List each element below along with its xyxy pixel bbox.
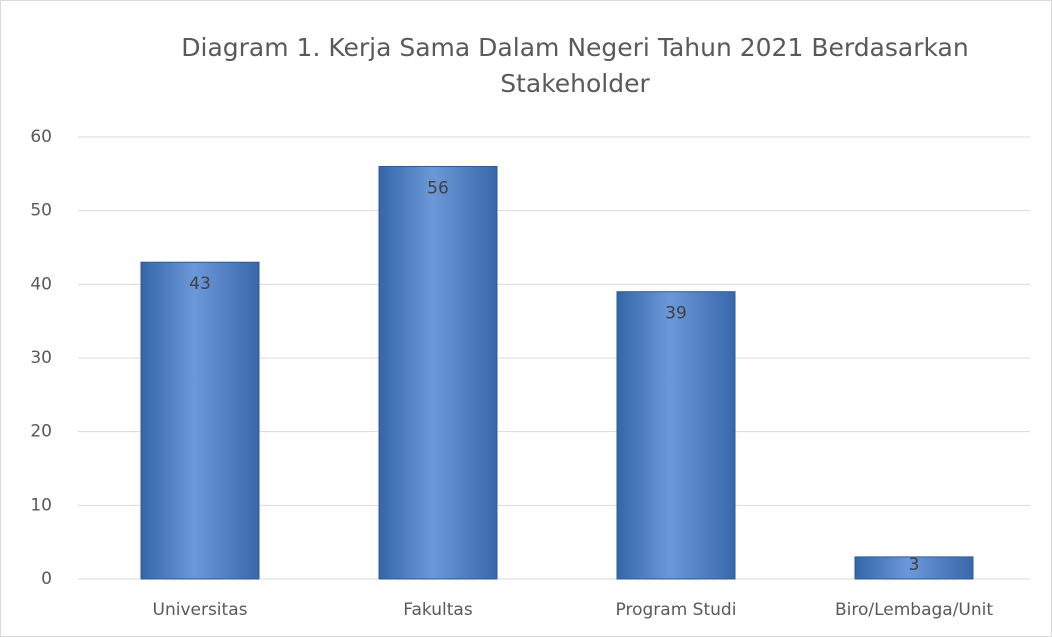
x-tick-label: Universitas [153, 600, 248, 620]
x-tick-label: Fakultas [403, 600, 473, 620]
y-tick-label: 40 [30, 274, 52, 294]
data-label: 43 [189, 274, 211, 294]
y-tick-label: 30 [30, 348, 52, 368]
x-tick-label: Program Studi [616, 600, 737, 620]
y-tick-label: 60 [30, 127, 52, 147]
x-tick-label: Biro/Lembaga/Unit [835, 600, 993, 620]
data-label: 3 [909, 555, 920, 575]
bar [378, 165, 498, 580]
bar [616, 291, 736, 580]
data-label: 56 [427, 178, 449, 198]
data-label: 39 [665, 304, 687, 324]
y-tick-label: 20 [30, 422, 52, 442]
y-tick-label: 10 [30, 495, 52, 515]
y-tick-label: 0 [41, 569, 52, 589]
chart-title: Diagram 1. Kerja Sama Dalam Negeri Tahun… [181, 33, 969, 98]
bar [854, 556, 974, 580]
bar [140, 261, 260, 580]
y-tick-label: 50 [30, 201, 52, 221]
